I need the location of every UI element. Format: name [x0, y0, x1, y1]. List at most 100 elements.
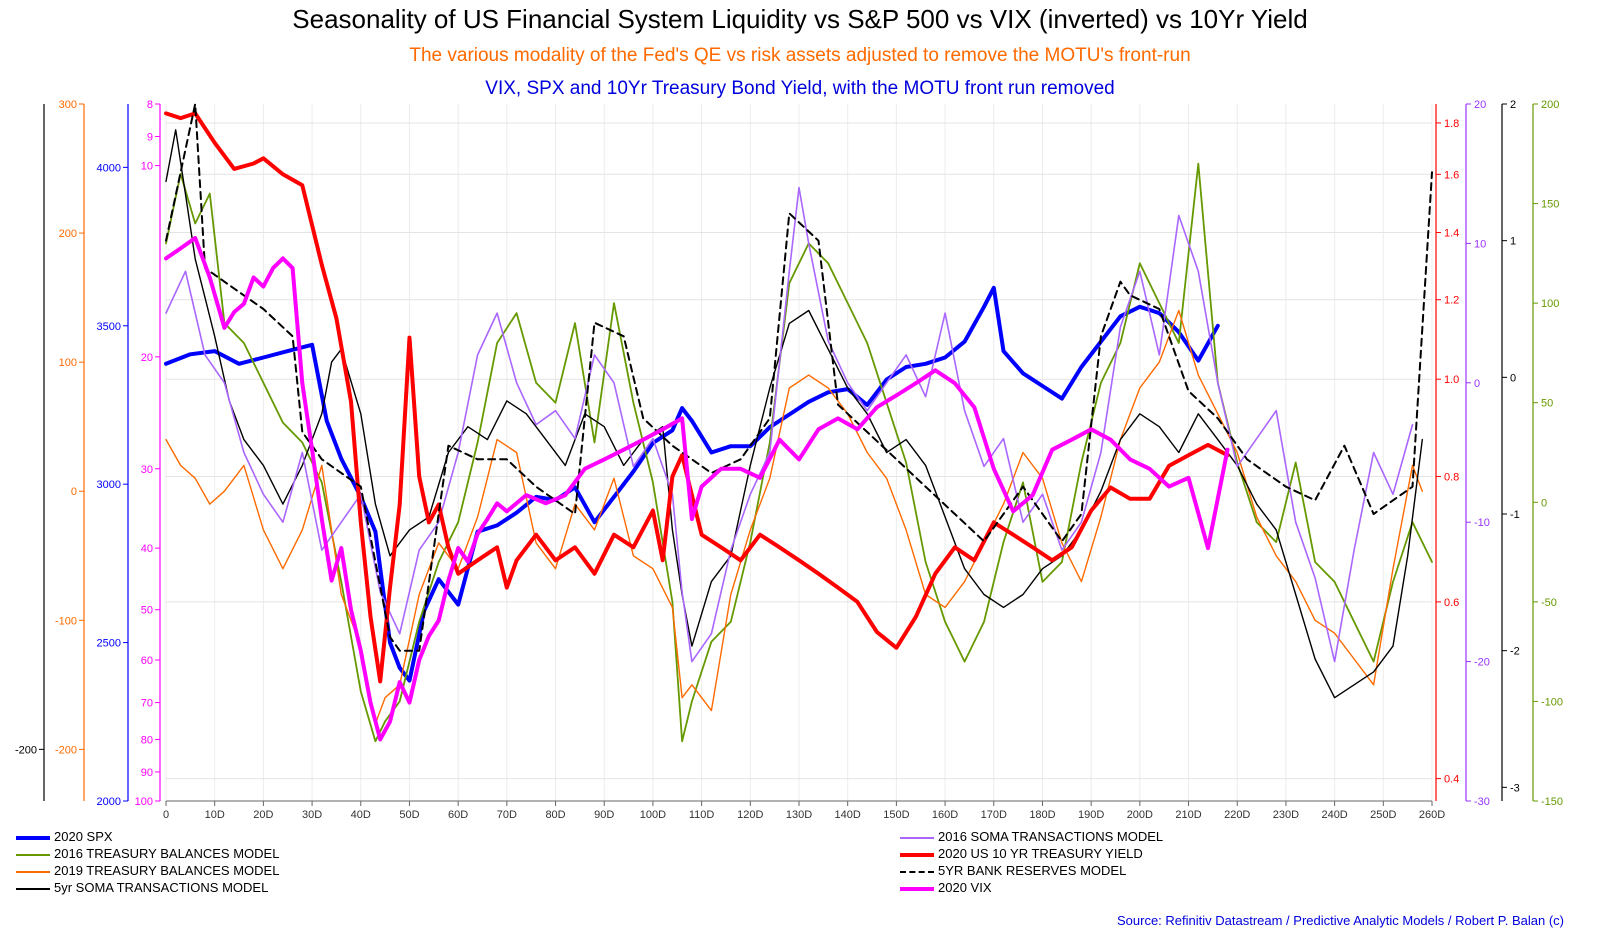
vix_inverted-tick-label: 50: [141, 605, 153, 617]
series-line-2020-vix: [164, 236, 1230, 742]
yield_10yr-tick-label: 0.6: [1444, 597, 1459, 609]
x-tick-label: 160D: [932, 809, 958, 821]
series-line-2020-us-10-yr-treasury-yield: [164, 111, 1230, 684]
vix_inverted-tick-label: 10: [141, 161, 153, 173]
legend-label: 2016 TREASURY BALANCES MODEL: [54, 846, 280, 861]
series-layer: [164, 103, 1433, 743]
vix_inverted-tick-label: 90: [141, 767, 153, 779]
series-line-5yr-bank-reserves-model: [165, 103, 1433, 652]
yield_10yr-tick-label: 0.4: [1444, 774, 1459, 786]
legend-label: 2019 TREASURY BALANCES MODEL: [54, 863, 280, 878]
legend-swatch: [16, 853, 50, 856]
legend-label: 2020 SPX: [54, 829, 113, 844]
yield_10yr-tick-label: 1.8: [1444, 118, 1459, 130]
x-tick-label: 30D: [302, 809, 322, 821]
legend-item: 2016 TREASURY BALANCES MODEL: [16, 846, 279, 862]
bank_reserves-tick-label: 2: [1510, 99, 1516, 111]
treasury_2016-tick-label: -100: [1541, 696, 1563, 708]
legend-item: 2020 VIX: [900, 880, 992, 896]
x-tick-label: 200D: [1127, 809, 1153, 821]
x-tick-label: 240D: [1321, 809, 1347, 821]
vix_inverted-tick-label: 8: [147, 99, 153, 111]
x-tick-label: 210D: [1175, 809, 1201, 821]
x-tick-label: 80D: [545, 809, 565, 821]
vix_inverted-tick-label: 20: [141, 352, 153, 364]
legend-label: 2020 VIX: [938, 880, 992, 895]
yield_10yr-tick-label: 1.4: [1444, 228, 1459, 240]
soma_2016-tick-label: -30: [1474, 796, 1490, 808]
vix_inverted-tick-label: 9: [147, 132, 153, 144]
vix_inverted-tick-label: 30: [141, 464, 153, 476]
legend-label: 2016 SOMA TRANSACTIONS MODEL: [938, 829, 1164, 844]
x-tick-label: 10D: [205, 809, 225, 821]
x-tick-label: 260D: [1419, 809, 1445, 821]
yield_10yr-tick-label: 0.8: [1444, 471, 1459, 483]
x-tick-label: 40D: [351, 809, 371, 821]
vix_inverted-tick-label: 70: [141, 698, 153, 710]
chart-subtitle-2: VIX, SPX and 10Yr Treasury Bond Yield, w…: [485, 78, 1115, 99]
spx-tick-label: 3000: [97, 479, 121, 491]
bank_reserves-tick-label: -1: [1510, 509, 1520, 521]
soma_2016-tick-label: -20: [1474, 657, 1490, 669]
x-tick-label: 0: [163, 809, 169, 821]
soma_2016-tick-label: 0: [1474, 378, 1480, 390]
x-tick-label: 130D: [786, 809, 812, 821]
legend-label: 5yr SOMA TRANSACTIONS MODEL: [54, 880, 269, 895]
x-tick-label: 70D: [497, 809, 517, 821]
spx-tick-label: 4000: [97, 162, 121, 174]
treasury_2016-tick-label: -150: [1541, 796, 1563, 808]
legend-item: 2020 US 10 YR TREASURY YIELD: [900, 846, 1143, 862]
x-tick-label: 190D: [1078, 809, 1104, 821]
spx-tick-label: 2000: [97, 796, 121, 808]
vix_inverted-tick-label: 40: [141, 543, 153, 555]
bank_reserves-tick-label: 0: [1510, 372, 1516, 384]
legend-item: 2020 SPX: [16, 829, 113, 845]
yield_10yr-tick-label: 1.6: [1444, 169, 1459, 181]
x-tick-label: 20D: [253, 809, 273, 821]
legend-swatch: [900, 852, 934, 857]
soma_5yr-tick-label: -200: [15, 744, 37, 756]
yield_10yr-tick-label: 1.0: [1444, 374, 1459, 386]
treasury_2019-tick-label: 0: [71, 486, 77, 498]
treasury_2016-tick-label: 100: [1541, 298, 1559, 310]
x-tick-label: 90D: [594, 809, 614, 821]
x-tick-label: 170D: [981, 809, 1007, 821]
source-note: Source: Refinitiv Datastream / Predictiv…: [1116, 913, 1564, 928]
bank_reserves-tick-label: 1: [1510, 236, 1516, 248]
series-line-5yr-soma-transactions-model: [165, 129, 1424, 699]
legend-swatch: [16, 887, 50, 890]
series-line-2016-soma-transactions-model: [165, 186, 1414, 663]
soma_2016-tick-label: 20: [1474, 99, 1486, 111]
vix_inverted-tick-label: 60: [141, 655, 153, 667]
x-tick-label: 250D: [1370, 809, 1396, 821]
treasury_2019-tick-label: 100: [59, 357, 77, 369]
legend-label: 5YR BANK RESERVES MODEL: [938, 863, 1127, 878]
legend-item: 2016 SOMA TRANSACTIONS MODEL: [900, 829, 1163, 845]
x-tick-label: 140D: [835, 809, 861, 821]
treasury_2019-tick-label: -200: [55, 744, 77, 756]
legend-label: 2020 US 10 YR TREASURY YIELD: [938, 846, 1143, 861]
treasury_2019-tick-label: -100: [55, 615, 77, 627]
legend-swatch: [900, 886, 934, 891]
x-tick-label: 100D: [640, 809, 666, 821]
treasury_2016-tick-label: 150: [1541, 199, 1559, 211]
series-line-2019-treasury-balances-model: [165, 309, 1424, 725]
legend-swatch: [900, 870, 934, 873]
grid-layer: [165, 104, 1433, 801]
soma_2016-tick-label: 10: [1474, 238, 1486, 250]
vix_inverted-tick-label: 80: [141, 734, 153, 746]
x-tick-label: 120D: [737, 809, 763, 821]
chart-subtitle-1: The various modality of the Fed's QE vs …: [409, 45, 1191, 66]
treasury_2016-tick-label: 50: [1541, 398, 1553, 410]
treasury_2019-tick-label: 300: [59, 99, 77, 111]
legend-item: 5YR BANK RESERVES MODEL: [900, 863, 1126, 879]
series-line-2020-spx: [164, 285, 1220, 683]
legend-swatch: [900, 836, 934, 839]
treasury_2019-tick-label: 200: [59, 228, 77, 240]
x-tick-label: 60D: [448, 809, 468, 821]
soma_2016-tick-label: -10: [1474, 517, 1490, 529]
treasury_2016-tick-label: 0: [1541, 497, 1547, 509]
yield_10yr-tick-label: 1.2: [1444, 295, 1459, 307]
treasury_2016-tick-label: 200: [1541, 99, 1559, 111]
